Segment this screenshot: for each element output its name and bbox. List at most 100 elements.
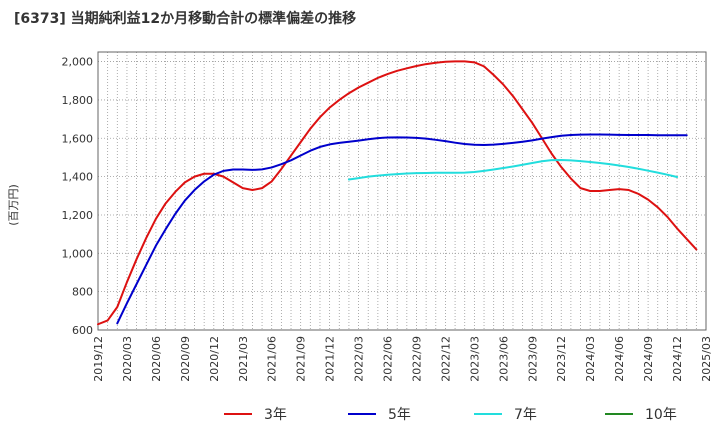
- data-point: [444, 171, 447, 174]
- data-point: [415, 172, 418, 175]
- plot-area: [98, 52, 706, 330]
- data-point: [376, 174, 379, 177]
- x-tick-label: 2020/03: [121, 336, 134, 382]
- data-point: [598, 190, 601, 193]
- data-point: [647, 169, 650, 172]
- data-point: [531, 139, 534, 142]
- data-point: [540, 137, 543, 140]
- data-point: [579, 160, 582, 163]
- y-axis-label: (百万円): [7, 184, 20, 226]
- data-point: [396, 69, 399, 72]
- data-point: [685, 134, 688, 137]
- data-point: [502, 83, 505, 86]
- data-point: [261, 187, 264, 190]
- y-tick-label: 800: [72, 286, 93, 299]
- data-point: [299, 154, 302, 157]
- data-point: [511, 165, 514, 168]
- x-tick-label: 2020/09: [179, 336, 192, 382]
- data-point: [318, 116, 321, 119]
- data-point: [232, 168, 235, 171]
- data-point: [589, 161, 592, 164]
- data-point: [618, 188, 621, 191]
- data-point: [608, 189, 611, 192]
- data-point: [425, 171, 428, 174]
- x-tick-label: 2021/12: [324, 336, 337, 382]
- data-point: [434, 138, 437, 141]
- data-point: [666, 173, 669, 176]
- data-point: [463, 60, 466, 63]
- x-tick-label: 2023/12: [555, 336, 568, 382]
- data-point: [145, 236, 148, 239]
- data-point: [318, 145, 321, 148]
- data-point: [347, 140, 350, 143]
- data-point: [125, 281, 128, 284]
- data-point: [280, 163, 283, 166]
- data-point: [647, 134, 650, 137]
- data-point: [569, 134, 572, 137]
- data-point: [454, 60, 457, 63]
- data-point: [309, 127, 312, 130]
- data-point: [589, 133, 592, 136]
- data-point: [154, 244, 157, 247]
- data-point: [386, 73, 389, 76]
- data-point: [116, 305, 119, 308]
- x-tick-label: 2024/03: [584, 336, 597, 382]
- data-point: [521, 140, 524, 143]
- data-point: [396, 173, 399, 176]
- data-point: [579, 133, 582, 136]
- data-point: [492, 143, 495, 146]
- data-point: [309, 149, 312, 152]
- x-tick-label: 2019/12: [92, 336, 105, 382]
- data-point: [367, 81, 370, 84]
- data-point: [676, 227, 679, 230]
- data-point: [444, 140, 447, 143]
- data-point: [290, 154, 293, 157]
- data-point: [483, 65, 486, 68]
- x-tick-label: 2022/06: [382, 336, 395, 382]
- data-point: [415, 64, 418, 67]
- x-tick-label: 2023/09: [526, 336, 539, 382]
- data-point: [502, 142, 505, 145]
- data-point: [560, 158, 563, 161]
- data-point: [405, 172, 408, 175]
- data-point: [473, 61, 476, 64]
- x-tick-label: 2021/09: [295, 336, 308, 382]
- data-point: [347, 178, 350, 181]
- data-point: [174, 190, 177, 193]
- data-point: [511, 141, 514, 144]
- data-point: [550, 152, 553, 155]
- data-point: [357, 139, 360, 142]
- data-point: [376, 76, 379, 79]
- data-point: [367, 175, 370, 178]
- data-point: [251, 189, 254, 192]
- legend: 3年 5年 7年 10年: [224, 407, 677, 423]
- data-point: [193, 189, 196, 192]
- data-point: [212, 173, 215, 176]
- data-point: [386, 136, 389, 139]
- legend-label: 5年: [388, 407, 411, 423]
- data-point: [290, 159, 293, 162]
- data-point: [560, 166, 563, 169]
- data-point: [145, 263, 148, 266]
- data-point: [203, 172, 206, 175]
- data-point: [454, 141, 457, 144]
- data-point: [647, 198, 650, 201]
- data-point: [241, 187, 244, 190]
- data-point: [328, 106, 331, 109]
- data-point: [347, 92, 350, 95]
- plot-frame: [97, 51, 707, 331]
- data-point: [637, 167, 640, 170]
- data-point: [434, 61, 437, 64]
- y-tick-label: 1,400: [62, 171, 94, 184]
- data-point: [511, 95, 514, 98]
- data-point: [531, 162, 534, 165]
- data-point: [550, 159, 553, 162]
- data-point: [222, 169, 225, 172]
- y-tick-label: 2,000: [62, 56, 94, 69]
- x-tick-label: 2022/12: [439, 336, 452, 382]
- data-point: [627, 134, 630, 137]
- data-point: [531, 121, 534, 124]
- data-point: [627, 166, 630, 169]
- data-point: [405, 67, 408, 70]
- y-tick-label: 600: [72, 324, 93, 337]
